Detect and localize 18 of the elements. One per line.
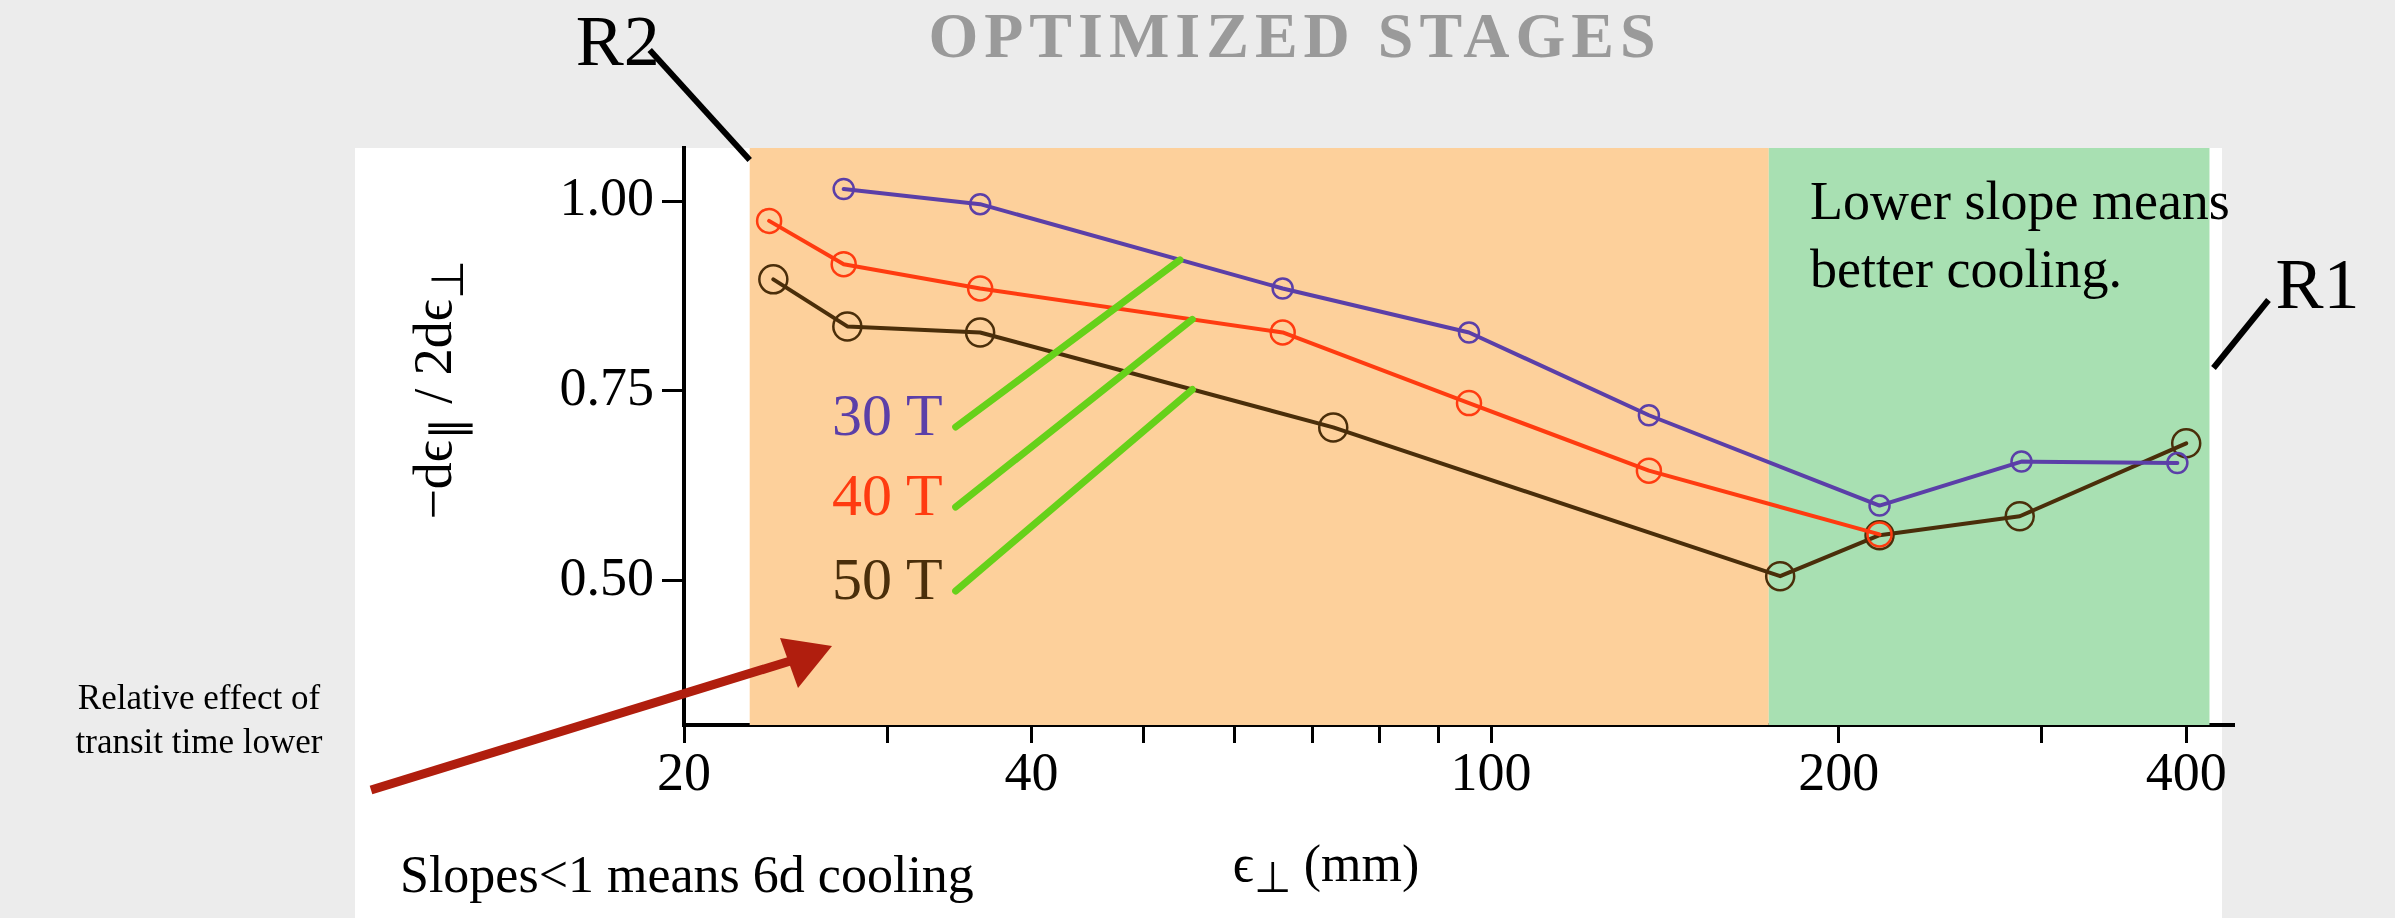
text: Slopes<1 means 6d cooling [400,845,974,903]
text: 30 T [832,382,943,448]
text: 50 T [832,546,943,612]
annotation: Lower slope means better cooling. [1810,171,2230,299]
y-tick-label: 1.00 [559,167,654,228]
text: Relative effect of transit time lower [75,678,323,761]
y-tick-label: 0.75 [559,357,654,418]
band-label: R1 [2275,244,2360,324]
x-tick-label: 200 [1798,742,1880,803]
text: 40 T [832,462,943,528]
x-axis-title: ϵ$_{⊥}$ (mm) [1232,833,1420,903]
band-label: R2 [575,1,660,81]
x-tick-label: 100 [1450,742,1532,803]
chart-title: OPTIMIZED STAGES [928,0,1662,71]
x-tick-label: 20 [657,742,711,803]
x-tick-label: 40 [1004,742,1059,803]
x-tick-label: 400 [2145,742,2227,803]
y-tick-label: 0.50 [559,546,654,607]
